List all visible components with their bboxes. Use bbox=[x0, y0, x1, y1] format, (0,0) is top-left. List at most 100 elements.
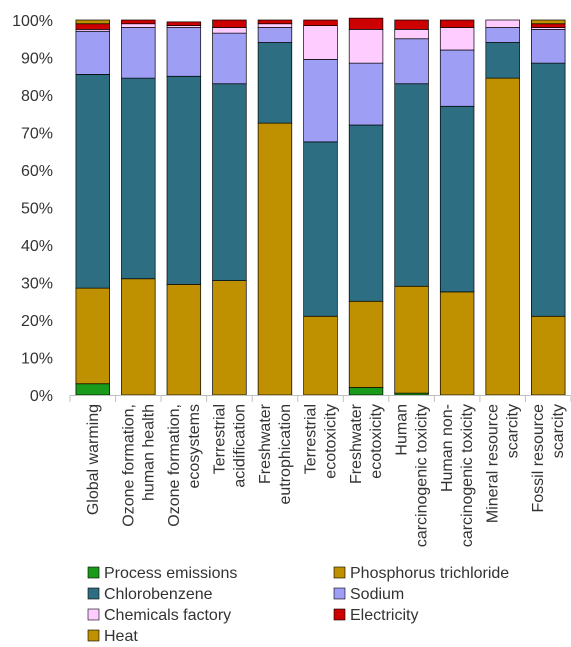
x-tick-label: Global warming bbox=[85, 404, 102, 515]
legend-item: Chlorobenzene bbox=[87, 586, 213, 603]
bar-segment bbox=[75, 287, 110, 385]
bar-segment bbox=[257, 23, 293, 28]
bar-segment bbox=[75, 30, 110, 75]
legend-swatch bbox=[333, 608, 346, 621]
bar-segment bbox=[121, 27, 156, 79]
legend-item: Process emissions bbox=[87, 565, 237, 582]
legend-item: Phosphorus trichloride bbox=[333, 565, 509, 582]
bar-segment bbox=[121, 19, 156, 25]
x-tick-label: Human non-carcinogenic toxicity bbox=[439, 404, 476, 547]
y-tick-label: 10% bbox=[21, 351, 53, 368]
bar-segment bbox=[531, 23, 566, 28]
bar-segment bbox=[348, 62, 384, 126]
bar-segment bbox=[257, 42, 293, 124]
bar-segment bbox=[531, 315, 566, 396]
x-tick-label: Mineral resource scarcity bbox=[485, 404, 522, 523]
bar-segment bbox=[485, 42, 520, 79]
legend-label: Heat bbox=[104, 628, 138, 645]
x-tick-label: Freshwater eutrophication bbox=[257, 403, 294, 504]
bar-segment bbox=[75, 19, 110, 25]
legend-swatch bbox=[87, 629, 100, 642]
bar-segment bbox=[348, 124, 384, 302]
y-tick-label: 80% bbox=[21, 88, 53, 105]
y-tick-label: 60% bbox=[21, 163, 53, 180]
bar-segment bbox=[348, 300, 384, 388]
bar-segment bbox=[212, 27, 247, 34]
y-tick-label: 30% bbox=[21, 276, 53, 293]
legend-swatch bbox=[333, 566, 346, 579]
bar-segment bbox=[257, 122, 293, 396]
legend-item: Heat bbox=[87, 628, 138, 645]
legend-swatch bbox=[87, 566, 100, 579]
bar-segment bbox=[303, 59, 338, 143]
legend-label: Sodium bbox=[350, 586, 404, 603]
bar-segment bbox=[166, 75, 202, 285]
x-tick-label: Terrestrial acidification bbox=[211, 404, 248, 488]
bar-segment bbox=[212, 19, 247, 28]
legend-label: Chemicals factory bbox=[104, 607, 231, 624]
legend-swatch bbox=[87, 608, 100, 621]
legend-label: Phosphorus trichloride bbox=[350, 565, 509, 582]
y-axis: 0% 10% 20% 30% 40% 50% 60% 70% 80% 90% 100% bbox=[12, 13, 53, 405]
y-tick-label: 50% bbox=[21, 201, 53, 218]
bar-segment bbox=[485, 77, 520, 396]
legend-swatch bbox=[333, 587, 346, 600]
bar-segment bbox=[394, 83, 429, 287]
bar-segment bbox=[166, 21, 202, 26]
bar-segment bbox=[303, 141, 338, 317]
x-tick-label: Ozone formation, ecosystems bbox=[166, 404, 203, 527]
bar-segment bbox=[485, 19, 520, 28]
bar-segment bbox=[121, 77, 156, 280]
y-tick-label: 40% bbox=[21, 238, 53, 255]
bar-segment bbox=[348, 387, 384, 396]
bar-segment bbox=[439, 19, 475, 28]
bar-segment bbox=[394, 285, 429, 394]
bar-segment bbox=[394, 19, 429, 30]
legend-swatch bbox=[87, 587, 100, 600]
x-tick-label: Fossil resource scarcity bbox=[530, 404, 567, 513]
y-tick-label: 100% bbox=[12, 13, 53, 30]
y-tick-label: 0% bbox=[30, 388, 53, 405]
bar-segment bbox=[394, 29, 429, 40]
y-tick-label: 90% bbox=[21, 51, 53, 68]
legend-label: Chlorobenzene bbox=[104, 586, 213, 603]
x-tick-label: Freshwater ecotoxicity bbox=[348, 403, 385, 484]
bar-segment bbox=[439, 49, 475, 107]
bar-segment bbox=[348, 17, 384, 30]
bar-segment bbox=[531, 62, 566, 317]
bar-segment bbox=[531, 29, 566, 64]
bar-segment bbox=[212, 32, 247, 85]
y-tick-label: 20% bbox=[21, 313, 53, 330]
bar-segment bbox=[257, 27, 293, 43]
x-axis: Global warming Ozone formation, human heal… bbox=[69, 395, 571, 547]
y-tick-label: 70% bbox=[21, 126, 53, 143]
bar-segment bbox=[439, 27, 475, 51]
bar-segment bbox=[257, 19, 293, 25]
legend-label: Process emissions bbox=[104, 565, 237, 582]
x-tick-label: Human carcinogenic toxicity bbox=[394, 404, 431, 547]
bar-segment bbox=[212, 83, 247, 281]
bar-segment bbox=[75, 383, 110, 396]
bar-segment bbox=[212, 280, 247, 396]
legend-item: Electricity bbox=[333, 607, 418, 624]
legend-item: Chemicals factory bbox=[87, 607, 231, 624]
bar-segment bbox=[75, 23, 110, 30]
bar-segment bbox=[121, 23, 156, 28]
bar-segment bbox=[121, 278, 156, 396]
bar-segment bbox=[531, 19, 566, 25]
legend-item: Sodium bbox=[333, 586, 404, 603]
bar-segment bbox=[394, 38, 429, 85]
bars bbox=[75, 17, 566, 396]
bar-segment bbox=[485, 27, 520, 43]
bar-segment bbox=[166, 27, 202, 77]
bar-segment bbox=[303, 315, 338, 396]
bar-segment bbox=[166, 284, 202, 396]
bar-segment bbox=[303, 19, 338, 26]
bar-segment bbox=[439, 105, 475, 293]
x-tick-label: Terrestrial ecotoxicity bbox=[303, 404, 340, 479]
bar-segment bbox=[303, 25, 338, 60]
bar-segment bbox=[75, 74, 110, 289]
legend: Process emissions Phosphorus trichloride C… bbox=[87, 565, 509, 645]
x-tick-label: Ozone formation, human health bbox=[120, 404, 157, 527]
